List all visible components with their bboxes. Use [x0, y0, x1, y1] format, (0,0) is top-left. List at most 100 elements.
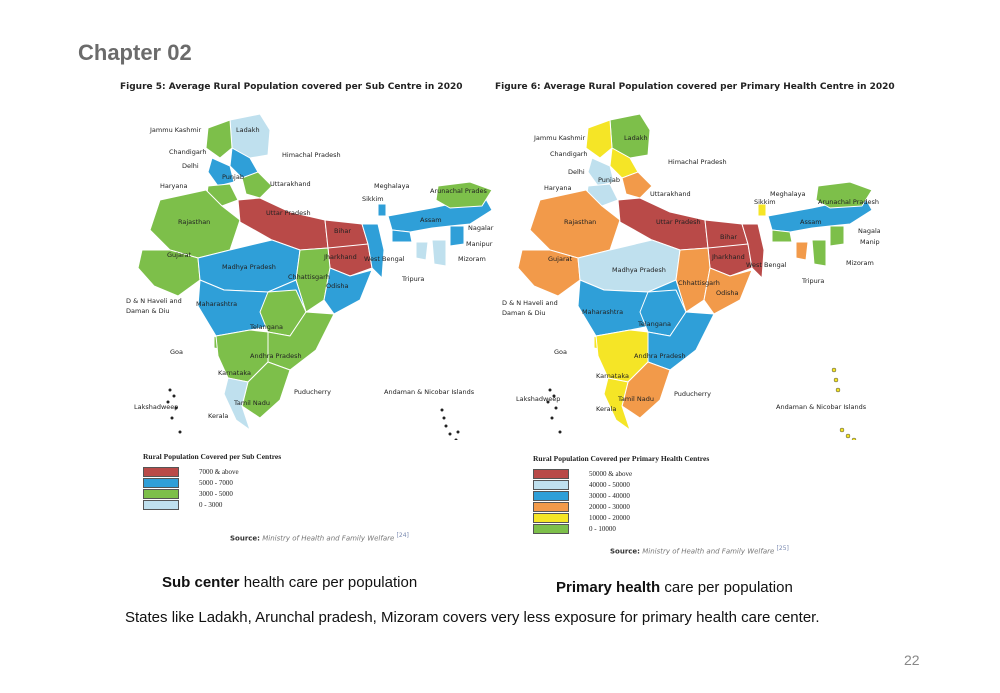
map-label: Andaman & Nicobar Islands [384, 388, 475, 396]
map-region-gujarat [137, 249, 201, 297]
summary-text: States like Ladakh, Arunchal pradesh, Mi… [125, 609, 820, 626]
legend-item: 20000 - 30000 [533, 502, 709, 512]
figure-6-source: Source: Ministry of Health and Family We… [610, 545, 789, 555]
map-label: Manipur [466, 240, 493, 248]
map-label: Himachal Pradesh [668, 158, 727, 166]
legend-swatch [533, 513, 569, 523]
source-label: Source: [610, 547, 640, 556]
legend-swatch [143, 489, 179, 499]
map-label: Assam [800, 218, 822, 226]
map-label: Uttarakhand [650, 190, 691, 198]
map-label: Nagaland [858, 227, 880, 235]
legend-title: Rural Population Covered per Sub Centres [143, 452, 282, 461]
map-label: Assam [420, 216, 442, 224]
map-region-kerala [223, 377, 251, 431]
map-label: West Bengal [364, 255, 405, 263]
map-region-manipur [449, 225, 465, 247]
figure-5-title: Figure 5: Average Rural Population cover… [120, 82, 463, 92]
legend-item: 10000 - 20000 [533, 513, 709, 523]
caption-rest: health care per population [239, 574, 418, 591]
map-label: Uttar Pradesh [656, 218, 701, 226]
map-label: Daman & Diu [126, 307, 170, 315]
map-label: Punjab [598, 176, 620, 184]
map-label: Arunachal Pradesh [818, 198, 879, 206]
map-region-sikkim [377, 203, 387, 217]
map-region-uttarakhand [621, 171, 653, 199]
legend-label: 10000 - 20000 [589, 514, 630, 522]
legend-item: 30000 - 40000 [533, 491, 709, 501]
map-region-gujarat [517, 249, 581, 297]
map-region-manipur [829, 225, 845, 247]
source-ref[interactable]: [24] [396, 532, 409, 539]
legend-swatch [143, 500, 179, 510]
map-region-jammu-kashmir [585, 119, 613, 159]
legend-label: 7000 & above [199, 468, 239, 476]
map-label: Meghalaya [770, 190, 805, 198]
map-label: Delhi [568, 168, 585, 176]
map-label: Gujarat [167, 251, 192, 259]
map-label: Punjab [222, 173, 244, 181]
map-region-tripura [415, 241, 429, 261]
map-label: Maharashtra [196, 300, 237, 308]
legend-swatch [533, 480, 569, 490]
map-label: Maharashtra [582, 308, 623, 316]
map-region-meghalaya [771, 229, 793, 243]
map-label: Chhattisgarh [288, 273, 330, 281]
map-label: Jharkhand [711, 253, 745, 261]
map-label: Andaman & Nicobar Islands [776, 403, 867, 411]
map-region-west-bengal [361, 223, 385, 279]
map-region-mizoram [431, 239, 447, 267]
map-label: Andhra Pradesh [634, 352, 686, 360]
map-label: Ladakh [624, 134, 648, 142]
map-region-kerala [603, 377, 631, 431]
figure-6-title: Figure 6: Average Rural Population cover… [495, 82, 895, 92]
map-label: Odisha [326, 282, 349, 290]
map-region-uttarakhand [241, 171, 273, 199]
map-label: Uttarakhand [270, 180, 311, 188]
map-label: Lakshadweep [516, 395, 560, 403]
map-region-arunachal [815, 181, 873, 209]
caption-rest: care per population [660, 579, 793, 596]
page-number: 22 [904, 652, 920, 668]
map-label: Haryana [160, 182, 187, 190]
map-label: Madhya Pradesh [612, 266, 666, 274]
map-region-arunachal [435, 181, 493, 209]
andaman-islands [440, 408, 460, 440]
map-label: D & N Haveli and [502, 299, 558, 307]
andaman-islands [831, 367, 857, 440]
map-label: Jharkhand [323, 253, 357, 261]
map-region-tripura [795, 241, 809, 261]
legend-label: 0 - 3000 [199, 501, 223, 509]
primary-health-centre-map: Jammu Kashmir Ladakh Chandigarh Himachal… [502, 113, 880, 440]
caption-primary-health: Primary health care per population [556, 579, 793, 596]
sub-centre-legend: Rural Population Covered per Sub Centres… [143, 452, 281, 511]
map-label: Kerala [208, 412, 228, 420]
legend-label: 50000 & above [589, 470, 633, 478]
figure-5-source: Source: Ministry of Health and Family We… [230, 532, 409, 542]
map-label: Jammu Kashmir [149, 126, 202, 134]
map-label: Mizoram [458, 255, 486, 263]
map-label: Daman & Diu [502, 309, 546, 317]
legend-item: 50000 & above [533, 469, 709, 479]
source-text: Ministry of Health and Family Welfare [642, 547, 775, 556]
legend-label: 20000 - 30000 [589, 503, 630, 511]
map-label: Karnataka [218, 369, 251, 377]
primary-health-legend: Rural Population Covered per Primary Hea… [533, 454, 709, 535]
map-label: Uttar Pradesh [266, 209, 311, 217]
legend-label: 3000 - 5000 [199, 490, 233, 498]
map-label: Odisha [716, 289, 739, 297]
caption-bold: Sub center [162, 574, 240, 591]
map-region-meghalaya [391, 229, 413, 243]
map-region-uttar-pradesh [237, 197, 329, 251]
map-label: Sikkim [362, 195, 384, 203]
map-label: Jammu Kashmir [533, 134, 586, 142]
legend-title: Rural Population Covered per Primary Hea… [533, 454, 710, 463]
map-region-west-bengal [741, 223, 765, 279]
lakshadweep-islands [166, 388, 182, 434]
map-label: Ladakh [236, 126, 260, 134]
source-ref[interactable]: [25] [776, 545, 789, 552]
map-label: Gujarat [548, 255, 573, 263]
map-label: Chandigarh [169, 148, 206, 156]
map-label: Kerala [596, 405, 616, 413]
legend-item: 5000 - 7000 [143, 478, 281, 488]
